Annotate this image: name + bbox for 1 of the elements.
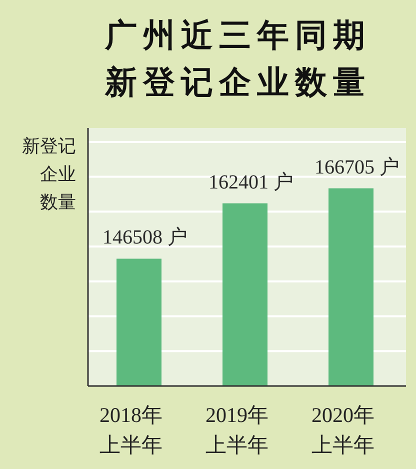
title: 广州近三年同期新登记企业数量 [105,17,371,100]
